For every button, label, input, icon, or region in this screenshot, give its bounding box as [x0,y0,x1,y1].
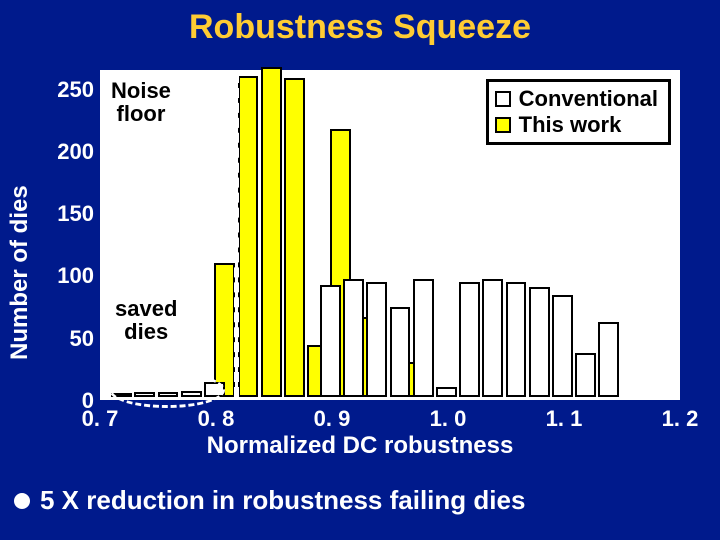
noise-floor-line [234,73,239,397]
bar-conventional [366,282,387,397]
bar-conventional [459,282,480,397]
bar-this-work [238,76,259,397]
bar-conventional [482,279,503,397]
bar-conventional [343,279,364,397]
bar-conventional [390,307,411,397]
bar-this-work [284,78,305,397]
chart-area: Noisefloor saveddies ConventionalThis wor… [100,70,680,400]
y-tick-label: 150 [46,201,94,227]
x-tick-label: 1. 2 [662,406,699,432]
bar-conventional [598,322,619,397]
legend: ConventionalThis work [486,79,671,145]
x-tick-label: 0. 8 [198,406,235,432]
bar-this-work [261,67,282,397]
bullet-point: 5 X reduction in robustness failing dies [14,485,525,516]
plot-area: Noisefloor saveddies ConventionalThis wor… [100,70,680,400]
y-tick-label: 250 [46,77,94,103]
bar-conventional [529,287,550,397]
bar-conventional [506,282,527,397]
legend-swatch [495,117,511,133]
bullet-text: 5 X reduction in robustness failing dies [40,485,525,516]
y-tick-label: 100 [46,263,94,289]
x-tick-label: 0. 7 [82,406,119,432]
x-tick-label: 1. 1 [546,406,583,432]
x-axis-label: Normalized DC robustness [40,432,680,460]
legend-item: Conventional [495,86,658,112]
x-tick-label: 1. 0 [430,406,467,432]
page-title: Robustness Squeeze [0,0,720,47]
legend-swatch [495,91,511,107]
bar-conventional [204,382,225,397]
bar-conventional [436,387,457,397]
legend-label: This work [519,112,622,138]
y-tick-label: 200 [46,139,94,165]
bar-conventional [111,393,132,397]
bar-conventional [158,392,179,397]
y-tick-label: 50 [46,326,94,352]
saved-dies-label: saveddies [115,297,177,343]
bar-conventional [413,279,434,397]
x-tick-label: 0. 9 [314,406,351,432]
bar-conventional [320,285,341,397]
bar-conventional [134,392,155,397]
bullet-icon [14,493,30,509]
noise-floor-label: Noisefloor [111,79,171,125]
legend-item: This work [495,112,658,138]
y-axis-label: Number of dies [6,185,34,360]
bar-conventional [575,353,596,397]
legend-label: Conventional [519,86,658,112]
bar-conventional [552,295,573,397]
bar-this-work [214,263,235,397]
bar-conventional [181,391,202,397]
